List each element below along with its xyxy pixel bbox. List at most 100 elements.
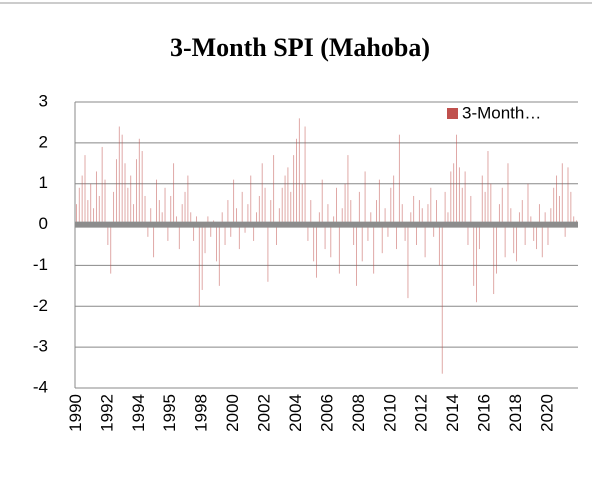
bar — [570, 191, 572, 225]
bar — [201, 224, 203, 290]
bar — [284, 175, 286, 225]
bar — [241, 191, 243, 225]
bar — [218, 224, 220, 286]
bar — [118, 126, 120, 225]
bar — [441, 224, 443, 374]
bar — [107, 224, 109, 245]
bar — [438, 224, 440, 266]
bar — [204, 224, 206, 254]
bar — [353, 224, 355, 245]
x-tick-label: 2006 — [317, 394, 336, 432]
bar — [127, 187, 129, 225]
bar — [98, 195, 100, 225]
bar — [301, 183, 303, 225]
bar — [113, 191, 115, 225]
bar — [247, 204, 249, 225]
bar — [418, 200, 420, 225]
bar — [378, 179, 380, 225]
bar — [338, 224, 340, 274]
x-tick-label: 2000 — [223, 394, 242, 432]
x-tick-label: 2004 — [286, 394, 305, 432]
bar — [227, 200, 229, 225]
bar — [396, 224, 397, 250]
bar — [421, 208, 423, 225]
bar — [281, 187, 283, 225]
bar — [527, 183, 529, 225]
bar — [347, 155, 349, 225]
bar — [104, 179, 106, 225]
bar — [233, 179, 235, 225]
bar — [81, 175, 83, 225]
bar — [258, 195, 260, 225]
bar — [436, 200, 437, 225]
x-tick-label: 2008 — [349, 394, 368, 432]
bar — [87, 200, 89, 225]
bar — [478, 224, 480, 250]
bar — [350, 200, 352, 225]
bar — [544, 212, 546, 225]
bar — [178, 224, 180, 250]
y-tick-label: -3 — [33, 337, 48, 356]
bar — [536, 224, 538, 250]
bar — [236, 208, 237, 225]
bar — [387, 224, 389, 237]
x-tick-label: 2010 — [380, 394, 399, 432]
bar — [410, 212, 412, 225]
bar — [244, 224, 246, 233]
bar — [507, 163, 509, 225]
bar — [181, 204, 183, 225]
bar — [361, 224, 363, 262]
bar — [90, 183, 92, 225]
y-tick-label: -4 — [33, 377, 48, 396]
bar — [324, 224, 326, 250]
bar — [401, 204, 403, 225]
bar — [498, 204, 500, 225]
bar — [496, 224, 497, 274]
y-tick-label: 0 — [39, 214, 48, 233]
bar — [550, 208, 552, 225]
bar — [461, 187, 463, 225]
x-tick-label: 1990 — [66, 394, 85, 432]
bar — [190, 212, 192, 225]
bar — [393, 175, 395, 225]
bar — [376, 200, 377, 225]
bar — [318, 212, 320, 225]
bar — [367, 224, 369, 241]
legend-swatch — [447, 108, 458, 119]
y-tick-label: -2 — [33, 296, 48, 315]
bar — [364, 171, 366, 225]
x-tick-label: 2020 — [537, 394, 556, 432]
bar — [327, 204, 329, 225]
bar — [510, 208, 512, 225]
bar — [490, 183, 492, 225]
bar — [198, 224, 200, 307]
bar — [161, 212, 163, 225]
chart-title: 3-Month SPI (Mahoba) — [170, 33, 430, 62]
bar — [464, 171, 466, 225]
bar — [296, 138, 297, 225]
bar — [84, 155, 86, 225]
bar — [313, 224, 315, 262]
y-tick-label: 3 — [39, 91, 48, 110]
bar — [115, 159, 117, 225]
bar — [398, 134, 400, 225]
bar — [164, 187, 166, 225]
bar — [424, 224, 426, 258]
bar — [278, 208, 280, 225]
bar — [253, 224, 255, 241]
bar — [473, 224, 475, 286]
bar — [264, 187, 266, 225]
bar — [381, 224, 383, 254]
bar — [133, 204, 135, 225]
x-tick-label: 1998 — [192, 394, 211, 432]
bar — [404, 224, 406, 241]
x-tick-label: 1992 — [97, 394, 116, 432]
bar — [221, 212, 223, 225]
bar — [173, 163, 175, 225]
bar — [516, 224, 518, 262]
bar — [427, 204, 429, 225]
bar — [170, 195, 172, 225]
bar — [261, 163, 263, 225]
bar — [150, 208, 152, 225]
